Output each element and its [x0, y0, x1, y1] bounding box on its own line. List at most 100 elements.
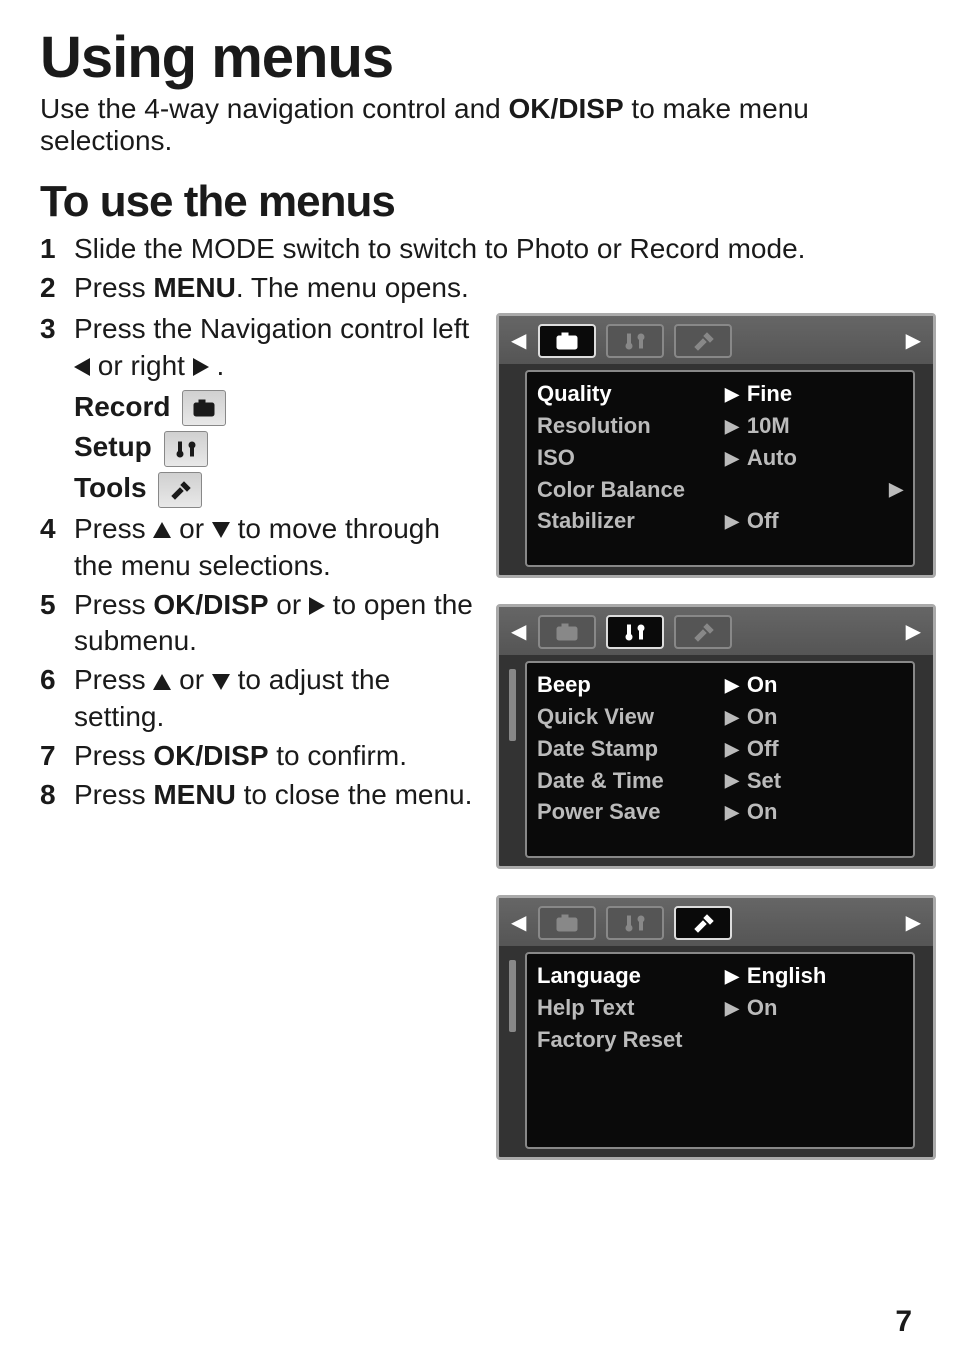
menu-row[interactable]: Power Save▶On	[537, 796, 903, 828]
tri-left-icon	[74, 358, 90, 376]
tab-setup[interactable]	[606, 324, 664, 358]
step-list: Slide the MODE switch to switch to Photo…	[40, 231, 914, 307]
tab-tools[interactable]	[674, 324, 732, 358]
step-text: . The menu opens.	[236, 272, 469, 303]
chevron-left-icon[interactable]: ◀	[511, 619, 526, 644]
menu-row-label: ISO	[537, 442, 725, 474]
tab-camera[interactable]	[538, 324, 596, 358]
step-2: Press MENU. The menu opens.	[40, 270, 914, 307]
menu-row-label: Quick View	[537, 701, 725, 733]
chevron-right-icon: ▶	[725, 445, 739, 471]
menu-row[interactable]: ISO▶Auto	[537, 442, 903, 474]
chevron-right-icon[interactable]: ▶	[906, 328, 921, 353]
step-text: Press	[74, 664, 153, 695]
menu-row-value: English	[747, 960, 826, 992]
menu-row[interactable]: Factory Reset	[537, 1024, 903, 1056]
step-text: or right	[90, 350, 193, 381]
step-text: Press	[74, 589, 153, 620]
step-list-cont: Press the Navigation control left or rig…	[40, 311, 480, 385]
camera-screen-3: ◀▶Language▶EnglishHelp Text▶OnFactory Re…	[496, 895, 936, 1160]
menu-category-label: Tools	[74, 468, 480, 509]
chevron-right-icon: ▶	[725, 799, 739, 825]
chevron-right-icon: ▶	[725, 704, 739, 730]
tab-camera[interactable]	[538, 615, 596, 649]
step-text: OK/DISP	[153, 740, 268, 771]
menu-row[interactable]: Color Balance▶	[537, 474, 903, 506]
tab-tools[interactable]	[674, 615, 732, 649]
chevron-right-icon: ▶	[725, 995, 739, 1021]
menu-row[interactable]: Help Text▶On	[537, 992, 903, 1024]
label-text: Tools	[74, 472, 147, 503]
step-text: MENU	[153, 779, 235, 810]
menu-panel: Quality▶FineResolution▶10MISO▶AutoColor …	[525, 370, 915, 567]
menu-row[interactable]: Date Stamp▶Off	[537, 733, 903, 765]
menu-row[interactable]: Beep▶On	[537, 669, 903, 701]
menu-tab-bar: ◀▶	[499, 607, 933, 655]
chevron-right-icon: ▶	[725, 963, 739, 989]
menu-row[interactable]: Date & Time▶Set	[537, 765, 903, 797]
menu-row-value: 10M	[747, 410, 790, 442]
step-5: Press OK/DISP or to open the submenu.	[40, 587, 480, 661]
menu-row-value: Fine	[747, 378, 792, 410]
step-text: or	[171, 513, 211, 544]
intro-part-pre: Use the 4-way navigation control and	[40, 93, 509, 124]
menu-row-label: Beep	[537, 669, 725, 701]
chevron-right-icon: ▶	[725, 672, 739, 698]
menu-row[interactable]: Stabilizer▶Off	[537, 505, 903, 537]
chevron-right-icon[interactable]: ▶	[906, 619, 921, 644]
tri-right-icon	[309, 597, 325, 615]
menu-row[interactable]: Quick View▶On	[537, 701, 903, 733]
menu-row[interactable]: Quality▶ Fine	[537, 378, 903, 410]
chevron-left-icon[interactable]: ◀	[511, 910, 526, 935]
menu-panel: Beep▶OnQuick View▶OnDate Stamp▶OffDate &…	[525, 661, 915, 858]
chevron-right-icon[interactable]: ▶	[906, 910, 921, 935]
step-text: or	[269, 589, 309, 620]
step-text: or	[171, 664, 211, 695]
camera-screen-1: ◀▶Quality▶FineResolution▶10MISO▶AutoColo…	[496, 313, 936, 578]
menu-row-label: Quality	[537, 378, 725, 410]
menu-scrollbar[interactable]	[509, 960, 516, 1032]
menu-row-label: Help Text	[537, 992, 725, 1024]
menu-row-value: Set	[747, 765, 781, 797]
chevron-right-icon: ▶	[725, 767, 739, 793]
manual-page: Using menus Use the 4-way navigation con…	[0, 0, 954, 1363]
chevron-right-icon: ▶	[889, 476, 903, 502]
chevron-right-icon: ▶	[725, 381, 739, 407]
label-text: Record	[74, 391, 170, 422]
menu-row-label: Power Save	[537, 796, 725, 828]
tri-right-icon	[193, 358, 209, 376]
content-two-column: Press the Navigation control left or rig…	[40, 309, 914, 1160]
menu-category-label: Record	[74, 387, 480, 428]
step-text: to close the menu.	[236, 779, 473, 810]
menu-row[interactable]: Language▶English	[537, 960, 903, 992]
camera-screen-2: ◀▶Beep▶OnQuick View▶OnDate Stamp▶OffDate…	[496, 604, 936, 869]
menu-row-value: Off	[747, 733, 779, 765]
menu-scrollbar[interactable]	[509, 669, 516, 741]
menu-row[interactable]: Resolution▶10M	[537, 410, 903, 442]
menu-panel: Language▶EnglishHelp Text▶OnFactory Rese…	[525, 952, 915, 1149]
tab-camera[interactable]	[538, 906, 596, 940]
step-text: .	[209, 350, 225, 381]
menu-row-label: Stabilizer	[537, 505, 725, 537]
camera-icon	[182, 390, 226, 426]
tab-setup[interactable]	[606, 615, 664, 649]
tri-up-icon	[153, 522, 171, 538]
tab-setup[interactable]	[606, 906, 664, 940]
step-list-cont-2: Press or to move through the menu select…	[40, 511, 480, 815]
chevron-right-icon: ▶	[725, 508, 739, 534]
chevron-left-icon[interactable]: ◀	[511, 328, 526, 353]
step-text: Press	[74, 740, 153, 771]
menu-row-label: Factory Reset	[537, 1024, 725, 1056]
step-7: Press OK/DISP to confirm.	[40, 738, 480, 775]
step-text: Press	[74, 779, 153, 810]
page-title: Using menus	[40, 24, 914, 91]
setup-icon	[164, 431, 208, 467]
step-text: Slide the MODE switch to switch to Photo…	[74, 233, 805, 264]
tri-down-icon	[212, 522, 230, 538]
step-text: OK/DISP	[153, 589, 268, 620]
left-column: Press the Navigation control left or rig…	[40, 309, 480, 1160]
menu-category-label: Setup	[74, 427, 480, 468]
tab-tools[interactable]	[674, 906, 732, 940]
tri-down-icon	[212, 674, 230, 690]
intro-text: Use the 4-way navigation control and OK/…	[40, 93, 914, 157]
